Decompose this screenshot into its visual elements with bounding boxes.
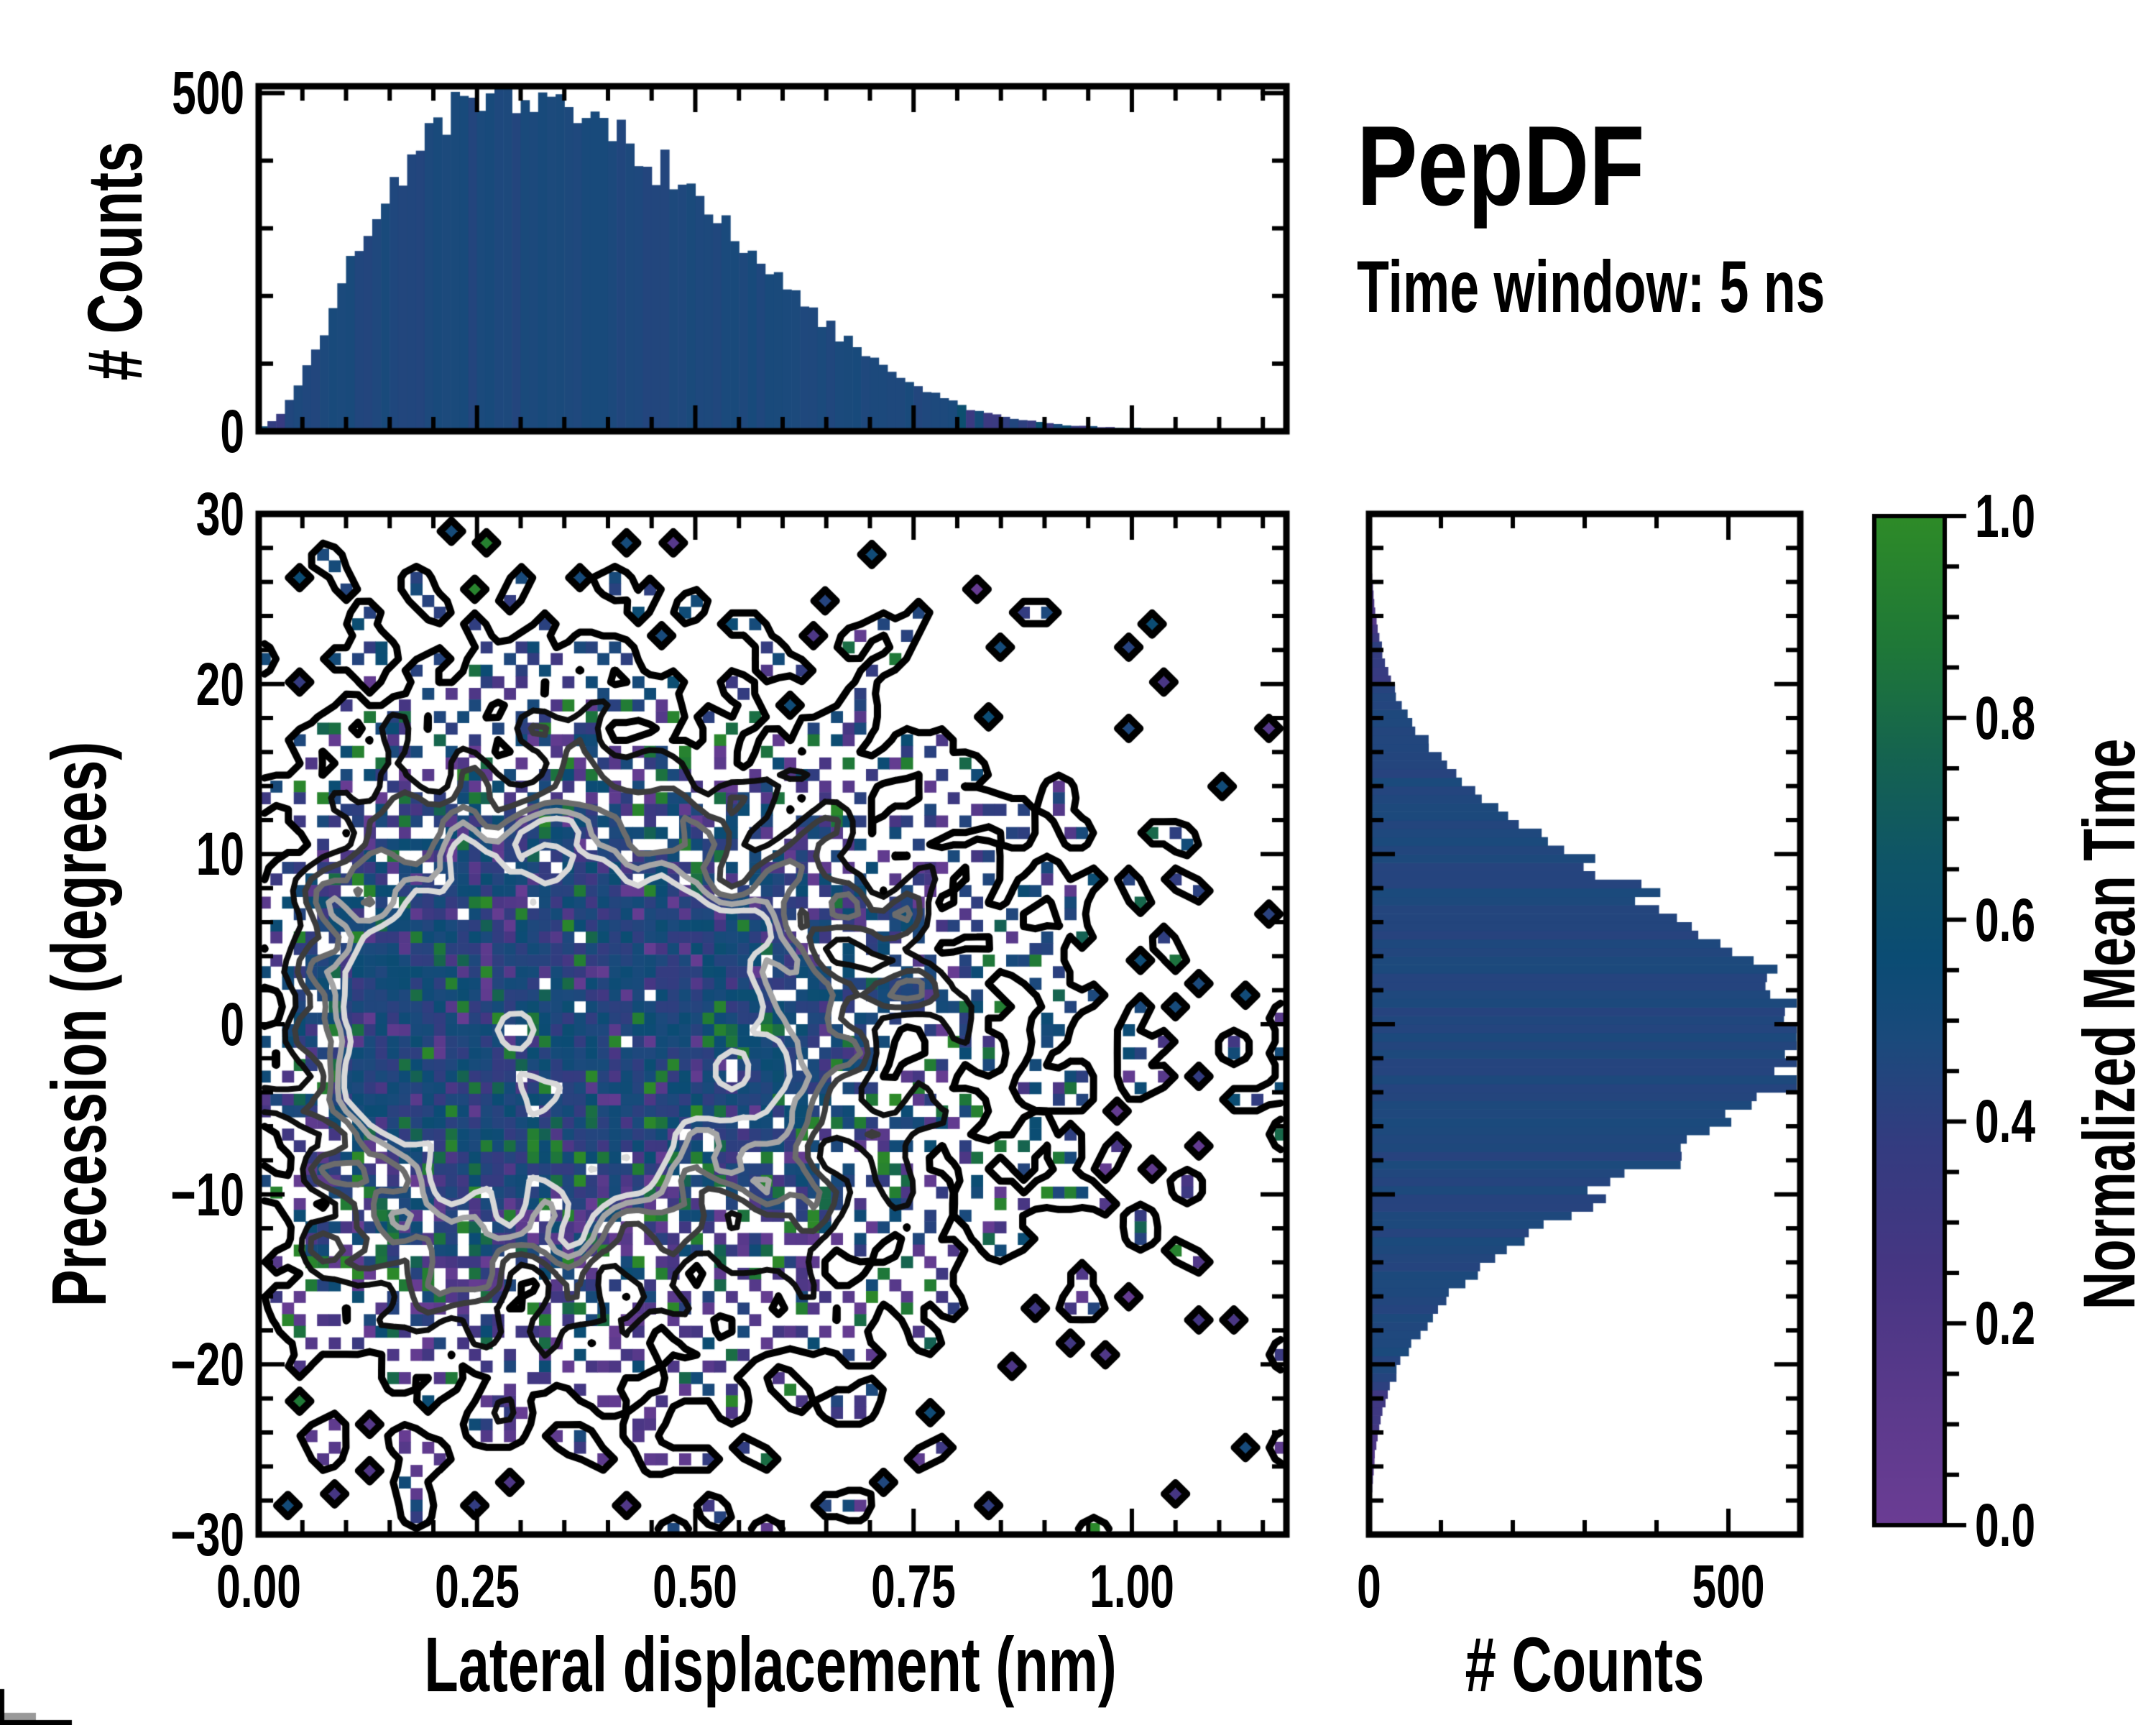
- colorbar-tick-label-text: 0.6: [1975, 886, 2036, 954]
- main-xlabel: Lateral displacement (nm): [424, 1621, 1117, 1708]
- colorbar-tick-label-text: 1.0: [1975, 482, 2036, 550]
- main-ytick-label: −10: [142, 1160, 244, 1228]
- main-ytick-label-text: 0: [220, 990, 244, 1058]
- colorbar-tick-label: 0.0: [1975, 1495, 2059, 1555]
- main-xtick-label: 0.25: [418, 1556, 536, 1616]
- colorbar-tick-label: 0.6: [1975, 890, 2059, 950]
- colorbar-tick-label: 0.4: [1975, 1091, 2059, 1151]
- colorbar-tick-label: 0.8: [1975, 688, 2059, 748]
- main-ytick-label-text: 30: [195, 480, 244, 548]
- top-hist-ytick-label: 500: [144, 63, 244, 123]
- colorbar-label: Normalized Mean Time: [2068, 738, 2150, 1310]
- main-xtick-label-text: 0.75: [871, 1552, 957, 1620]
- main-ytick-label: −30: [142, 1501, 244, 1568]
- main-xtick-label-text: 0.50: [653, 1552, 738, 1620]
- main-xtick-label: 1.00: [1073, 1556, 1191, 1616]
- main-xtick-label-text: 1.00: [1089, 1552, 1174, 1620]
- colorbar-tick-label: 1.0: [1975, 486, 2059, 546]
- main-ytick-label-text: −30: [170, 1501, 244, 1568]
- plot-subtitle-text: Time window: 5 ns: [1357, 246, 1825, 328]
- colorbar-tick-label: 0.2: [1975, 1293, 2059, 1353]
- colorbar-tick-label-text: 0.0: [1975, 1491, 2036, 1559]
- right-hist-xlabel: # Counts: [1465, 1621, 1705, 1708]
- top-hist-ytick-label-text: 500: [172, 59, 244, 127]
- main-ytick-label-text: −10: [170, 1160, 244, 1228]
- top-hist-ylabel: # Counts: [71, 141, 158, 381]
- top-hist-ytick-label-text: 0: [220, 397, 244, 465]
- main-xtick-label-text: 0.00: [216, 1552, 301, 1620]
- plot-title: PepDF: [1357, 109, 1716, 223]
- main-ytick-label: 10: [178, 824, 244, 884]
- main-ytick-label: 20: [178, 654, 244, 714]
- top-hist-ytick-label: 0: [211, 401, 244, 461]
- main-xtick-label: 0.50: [637, 1556, 755, 1616]
- main-ytick-label: 0: [211, 994, 244, 1054]
- main-xtick-label: 0.75: [854, 1556, 972, 1616]
- main-ytick-label-text: 20: [195, 650, 244, 718]
- right-hist-xtick-label: 0: [1353, 1556, 1386, 1616]
- main-xtick-label: 0.00: [200, 1556, 318, 1616]
- right-hist-xtick-label-text: 0: [1357, 1552, 1381, 1620]
- main-ytick-label: −20: [142, 1330, 244, 1399]
- main-ytick-label-text: −20: [170, 1330, 244, 1399]
- colorbar-tick-label-text: 0.4: [1975, 1087, 2036, 1156]
- plot-title-text: PepDF: [1357, 103, 1645, 229]
- plot-subtitle: Time window: 5 ns: [1357, 250, 2007, 323]
- colorbar-tick-label-text: 0.2: [1975, 1289, 2036, 1358]
- right-hist-xtick-label-text: 500: [1692, 1552, 1765, 1620]
- main-xtick-label-text: 0.25: [434, 1552, 520, 1620]
- colorbar-tick-label-text: 0.8: [1975, 684, 2036, 752]
- main-ytick-label-text: 10: [195, 820, 244, 888]
- right-hist-xtick-label: 500: [1678, 1556, 1779, 1616]
- main-ylabel: Precession (degrees): [35, 741, 122, 1307]
- main-ytick-label: 30: [178, 484, 244, 544]
